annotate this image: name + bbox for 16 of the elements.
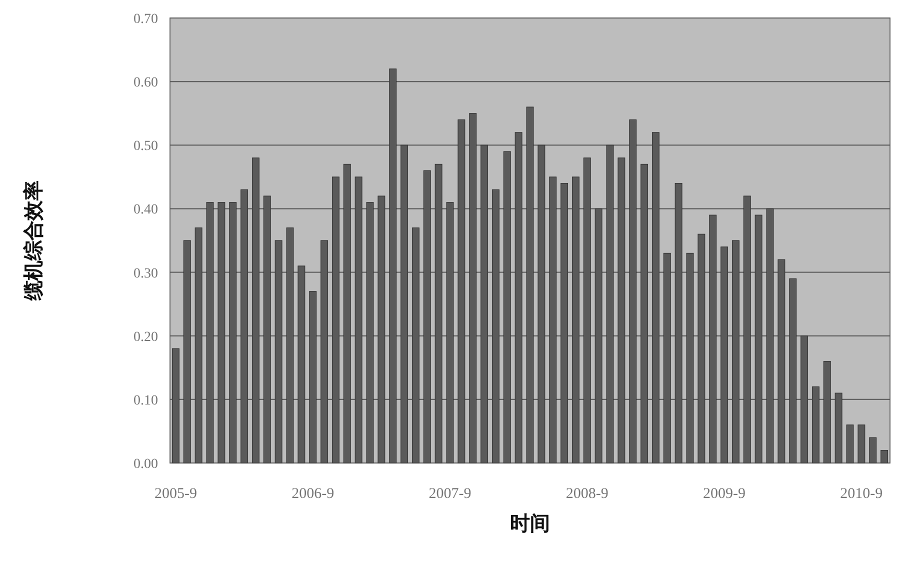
y-tick-label: 0.30 [134,266,158,282]
y-axis-title: 缆机综合效率 [22,180,45,302]
x-tick-label: 2005-9 [154,486,197,502]
x-axis-title: 时间 [510,513,550,535]
y-tick-label: 0.60 [134,76,158,91]
y-tick-label: 0.40 [134,202,158,218]
x-tick-label: 2007-9 [428,486,472,502]
y-tick-label: 0.20 [134,330,158,345]
y-tick-label: 0.10 [134,393,158,408]
x-tick-label: 2010-9 [840,486,883,502]
x-tick-label: 2009-9 [703,486,746,502]
y-tick-label: 0.00 [134,457,158,472]
x-tick-label: 2008-9 [566,486,608,502]
y-tick-label: 0.50 [134,139,158,154]
y-tick-label: 0.70 [134,12,158,27]
x-tick-label: 2006-9 [292,486,334,502]
